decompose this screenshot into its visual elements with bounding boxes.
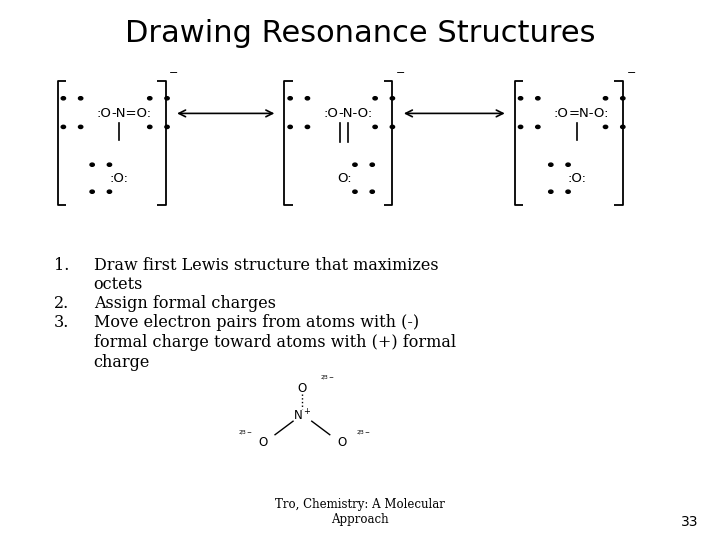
Circle shape xyxy=(566,163,570,166)
Text: $\mathregular{^{2\!/\!3-}}$: $\mathregular{^{2\!/\!3-}}$ xyxy=(320,375,336,383)
Text: :O:: :O: xyxy=(568,172,587,185)
Circle shape xyxy=(305,97,310,100)
Circle shape xyxy=(107,163,112,166)
Text: =N-O:: =N-O: xyxy=(569,107,609,120)
Circle shape xyxy=(305,125,310,129)
Circle shape xyxy=(390,125,395,129)
Circle shape xyxy=(370,190,374,193)
Text: −: − xyxy=(169,68,179,78)
Text: 2.: 2. xyxy=(54,295,69,312)
Circle shape xyxy=(370,163,374,166)
Circle shape xyxy=(165,125,169,129)
Circle shape xyxy=(353,163,357,166)
Circle shape xyxy=(603,125,608,129)
Text: O:: O: xyxy=(337,172,351,185)
Circle shape xyxy=(373,125,377,129)
Circle shape xyxy=(78,125,83,129)
Text: O: O xyxy=(258,436,267,449)
Text: Assign formal charges: Assign formal charges xyxy=(94,295,276,312)
Circle shape xyxy=(373,97,377,100)
Text: O: O xyxy=(338,436,346,449)
Text: -N-O:: -N-O: xyxy=(338,107,373,120)
Text: :O: :O xyxy=(554,107,569,120)
Text: -N=O:: -N=O: xyxy=(112,107,152,120)
Text: N$^+$: N$^+$ xyxy=(293,408,312,423)
Text: formal charge toward atoms with (+) formal: formal charge toward atoms with (+) form… xyxy=(94,334,456,351)
Circle shape xyxy=(390,97,395,100)
Text: Approach: Approach xyxy=(331,513,389,526)
Circle shape xyxy=(288,97,292,100)
Circle shape xyxy=(90,163,94,166)
Text: octets: octets xyxy=(94,276,143,293)
Text: Move electron pairs from atoms with (-): Move electron pairs from atoms with (-) xyxy=(94,314,419,331)
Circle shape xyxy=(518,97,523,100)
Circle shape xyxy=(353,190,357,193)
Circle shape xyxy=(165,97,169,100)
Circle shape xyxy=(107,190,112,193)
Text: :O: :O xyxy=(323,107,338,120)
Circle shape xyxy=(78,97,83,100)
Text: O: O xyxy=(298,382,307,395)
Circle shape xyxy=(288,125,292,129)
Circle shape xyxy=(549,163,553,166)
Text: $\mathregular{^{2\!/\!3-}}$: $\mathregular{^{2\!/\!3-}}$ xyxy=(356,430,372,439)
Circle shape xyxy=(90,190,94,193)
Circle shape xyxy=(536,97,540,100)
Circle shape xyxy=(61,125,66,129)
Text: Draw first Lewis structure that maximizes: Draw first Lewis structure that maximize… xyxy=(94,256,438,273)
Circle shape xyxy=(518,125,523,129)
Text: :O:: :O: xyxy=(109,172,128,185)
Text: −: − xyxy=(626,68,636,78)
Circle shape xyxy=(621,97,625,100)
Circle shape xyxy=(61,97,66,100)
Text: −: − xyxy=(396,68,405,78)
Text: 1.: 1. xyxy=(54,256,69,273)
Circle shape xyxy=(603,97,608,100)
Text: charge: charge xyxy=(94,354,150,371)
Circle shape xyxy=(566,190,570,193)
Text: 33: 33 xyxy=(681,515,698,529)
Text: 3.: 3. xyxy=(54,314,69,331)
Circle shape xyxy=(148,125,152,129)
Text: :O: :O xyxy=(96,107,112,120)
Circle shape xyxy=(549,190,553,193)
Circle shape xyxy=(621,125,625,129)
Text: Tro, Chemistry: A Molecular: Tro, Chemistry: A Molecular xyxy=(275,498,445,511)
Circle shape xyxy=(148,97,152,100)
Text: Drawing Resonance Structures: Drawing Resonance Structures xyxy=(125,19,595,48)
Text: $\mathregular{^{2\!/\!3-}}$: $\mathregular{^{2\!/\!3-}}$ xyxy=(238,430,253,439)
Circle shape xyxy=(536,125,540,129)
